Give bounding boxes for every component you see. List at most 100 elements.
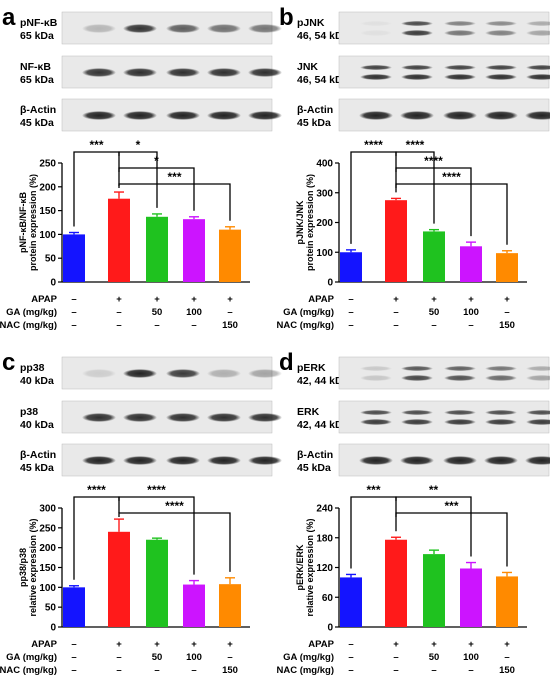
blot-band [360,21,392,26]
blot-strip [338,443,550,477]
y-tick-label: 0 [327,623,333,634]
blot-band [82,68,116,77]
treatment-row-label: APAP [308,639,334,650]
treatment-row-label: NAC (mg/kg) [0,320,57,331]
blot-background [338,55,550,89]
y-axis-label-line: pNF-κB/NF-κB [18,191,28,253]
treatment-cell: – [191,320,196,331]
treatment-cell: – [116,307,121,318]
blot-label: p38 [20,406,38,418]
blot-band [526,30,550,36]
treatment-cell: + [154,294,160,305]
blot-band [360,419,392,425]
blot-band [360,65,392,70]
blot-band [400,456,434,465]
blot-band [526,410,550,415]
y-axis-label-line: pp38/p38 [18,548,28,587]
blot-band [166,413,200,422]
blot-kda-label: 65 kDa [20,30,54,42]
blot-kda-label: 40 kDa [20,375,54,387]
significance-bracket [118,167,195,211]
bar [496,253,518,282]
treatment-cell: + [504,639,510,650]
blot-label: pERK [297,362,326,374]
blot-label: ERK [297,406,320,418]
blot-band [360,366,392,371]
blot-kda-label: 65 kDa [20,74,54,86]
blot-band [248,369,282,378]
treatment-cell: – [504,652,509,663]
treatment-cell: + [393,639,399,650]
blot-band [401,74,433,80]
treatment-cell: – [393,307,398,318]
blot-band [359,456,393,465]
blot-band [526,366,550,371]
treatment-cell: + [393,294,399,305]
treatment-row-label: GA (mg/kg) [6,307,57,318]
bar [460,568,482,627]
treatment-row-label: APAP [31,294,57,305]
blot-band [248,68,282,77]
significance-bracket [118,183,231,221]
blot-band [525,456,550,465]
blot-label: β-Actin [297,104,333,116]
blot-band [360,74,392,80]
treatment-cell: + [504,294,510,305]
blot-band [166,68,200,77]
blot-strip [61,400,282,434]
blot-kda-label: 42, 44 kDa [297,419,349,431]
blot-band [123,111,157,120]
y-axis-label: pERK/ERKrelative expression (%) [295,518,315,616]
blot-band [444,74,476,80]
y-axis-label: pJNK/JNKprotein expression (%) [295,174,315,271]
treatment-cell: + [431,294,437,305]
treatment-cell: + [468,639,474,650]
treatment-cell: + [191,639,197,650]
treatment-cell: + [227,639,233,650]
blot-band [82,24,116,33]
treatment-cell: – [468,320,473,331]
significance-stars: **** [406,138,425,152]
blot-band [485,21,517,26]
treatment-cell: – [348,294,353,305]
treatment-cell: 50 [429,652,440,663]
blot-band [444,30,476,36]
blot-band [82,456,116,465]
y-tick-label: 60 [322,593,334,604]
blot-band [526,419,550,425]
blot-kda-label: 45 kDa [20,117,54,129]
blot-band [485,410,517,415]
treatment-cell: 100 [186,307,202,318]
treatment-cell: + [191,294,197,305]
treatment-cell: – [348,307,353,318]
blot-strip [61,443,282,477]
treatment-cell: – [71,320,76,331]
blot-band [401,375,433,381]
bar [385,539,407,627]
blot-band [401,21,433,26]
blot-band [123,24,157,33]
y-axis-label-line: protein expression (%) [305,174,315,271]
significance-stars: **** [364,138,383,152]
blot-band [82,369,116,378]
blot-band [444,366,476,371]
treatment-cell: – [504,307,509,318]
panel-letter: d [279,349,294,376]
blot-label: pNF-κB [20,17,58,29]
bar [146,539,168,627]
treatment-cell: – [71,665,76,676]
treatment-cell: – [468,665,473,676]
blot-strip [61,11,282,45]
treatment-cell: + [227,294,233,305]
y-tick-label: 300 [39,504,56,515]
treatment-cell: – [227,652,232,663]
significance-bracket [118,151,158,208]
blot-band [166,111,200,120]
significance-stars: * [154,154,159,168]
y-tick-label: 100 [316,248,333,259]
significance-stars: *** [167,170,181,184]
y-tick-label: 180 [316,533,333,544]
blot-label: β-Actin [20,449,56,461]
treatment-cell: 50 [152,307,163,318]
